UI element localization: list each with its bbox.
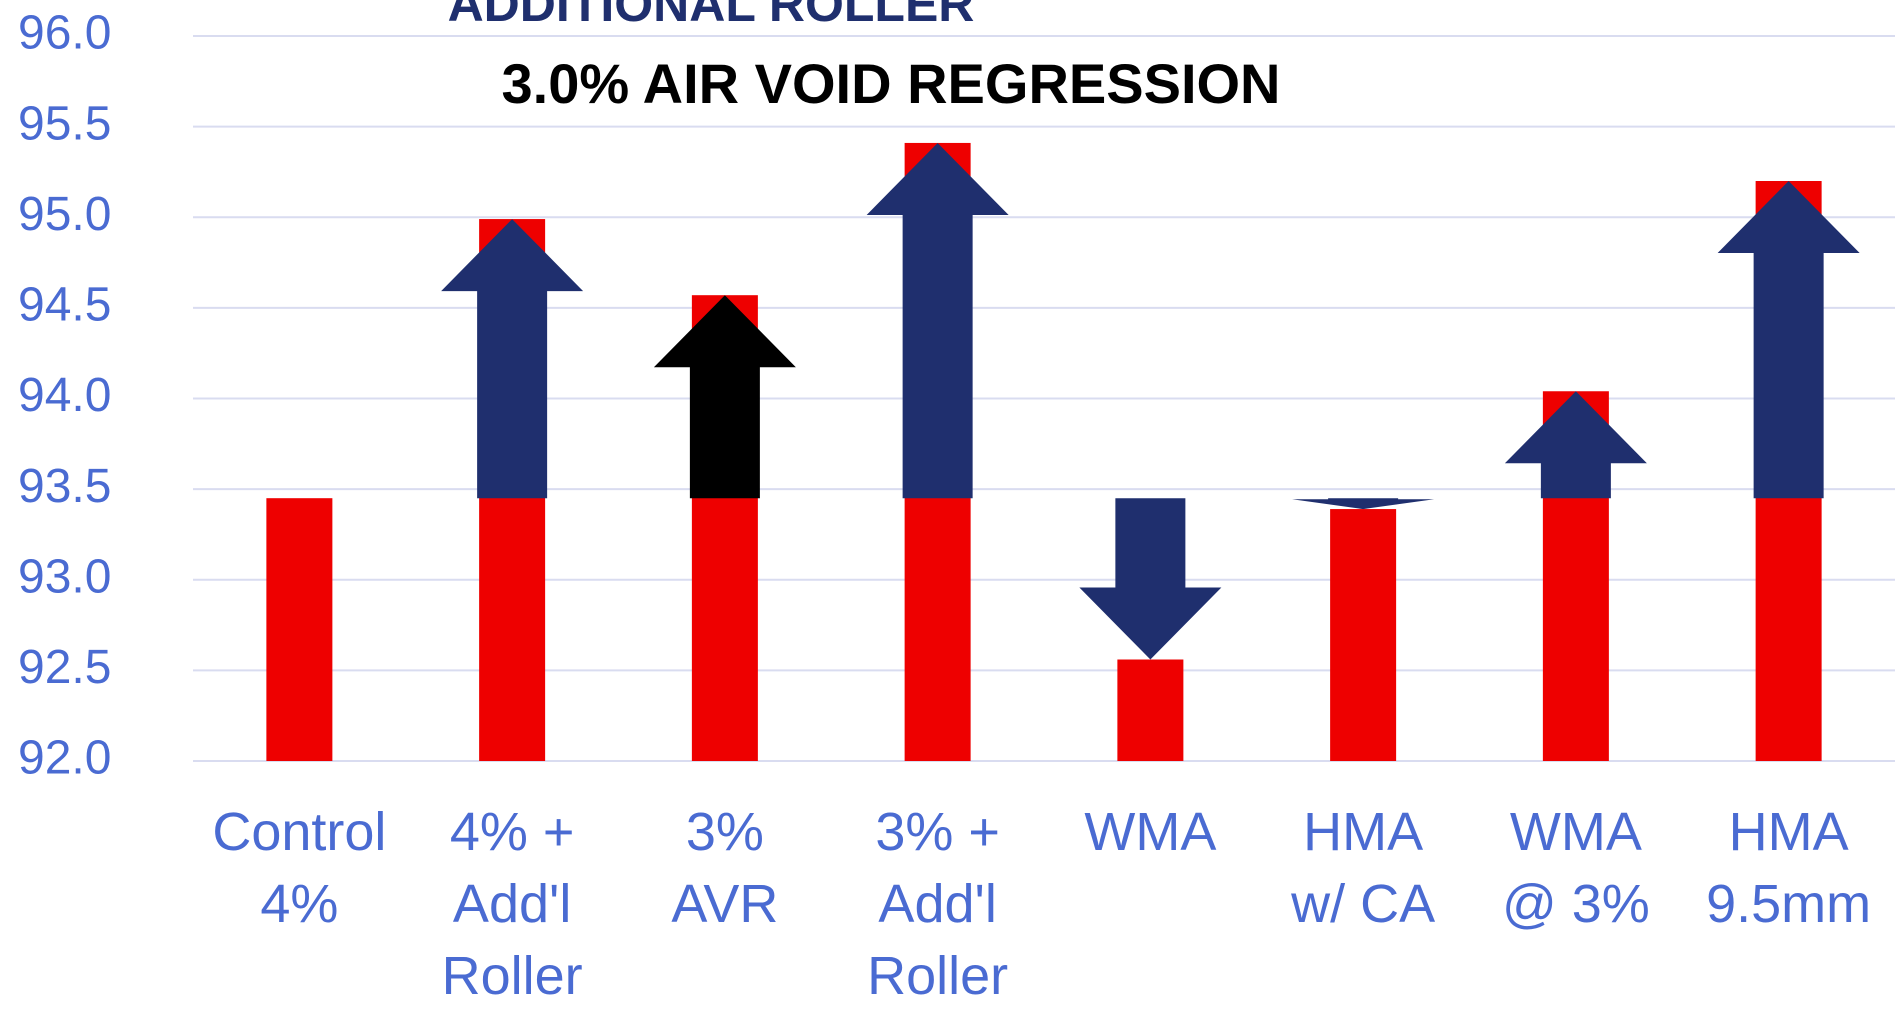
y-tick-label: 94.5 — [18, 279, 111, 332]
change-arrow — [1079, 498, 1222, 660]
change-arrow — [1717, 181, 1860, 499]
bar — [266, 498, 333, 761]
y-tick-label: 93.5 — [18, 460, 111, 513]
x-tick-label: 3% + Add'l Roller — [867, 802, 1008, 1006]
x-tick-label: Control 4% — [212, 802, 386, 934]
change-arrow — [1292, 498, 1435, 510]
x-tick-label: 4% + Add'l Roller — [442, 802, 583, 1006]
change-arrow — [441, 219, 584, 499]
y-tick-label: 96.0 — [18, 7, 111, 60]
change-arrow — [1504, 391, 1647, 499]
chart-subtitle: 3.0% AIR VOID REGRESSION — [502, 52, 1281, 115]
x-tick-label: WMA — [1084, 802, 1216, 862]
y-tick-label: 92.5 — [18, 641, 111, 694]
change-arrow — [866, 142, 1009, 499]
y-tick-label: 95.0 — [18, 188, 111, 241]
x-tick-label: 3% AVR — [671, 802, 778, 934]
y-tick-label: 95.5 — [18, 97, 111, 150]
y-tick-label: 92.0 — [18, 732, 111, 785]
x-tick-label: WMA @ 3% — [1502, 802, 1650, 934]
y-tick-label: 94.0 — [18, 369, 111, 422]
x-tick-label: HMA 9.5mm — [1706, 802, 1871, 934]
x-tick-label: HMA w/ CA — [1290, 802, 1435, 934]
bar — [1117, 659, 1184, 761]
chart-title: ADDITIONAL ROLLER — [448, 0, 975, 32]
bar — [1330, 509, 1397, 761]
y-tick-label: 93.0 — [18, 550, 111, 603]
change-arrow — [653, 295, 796, 499]
